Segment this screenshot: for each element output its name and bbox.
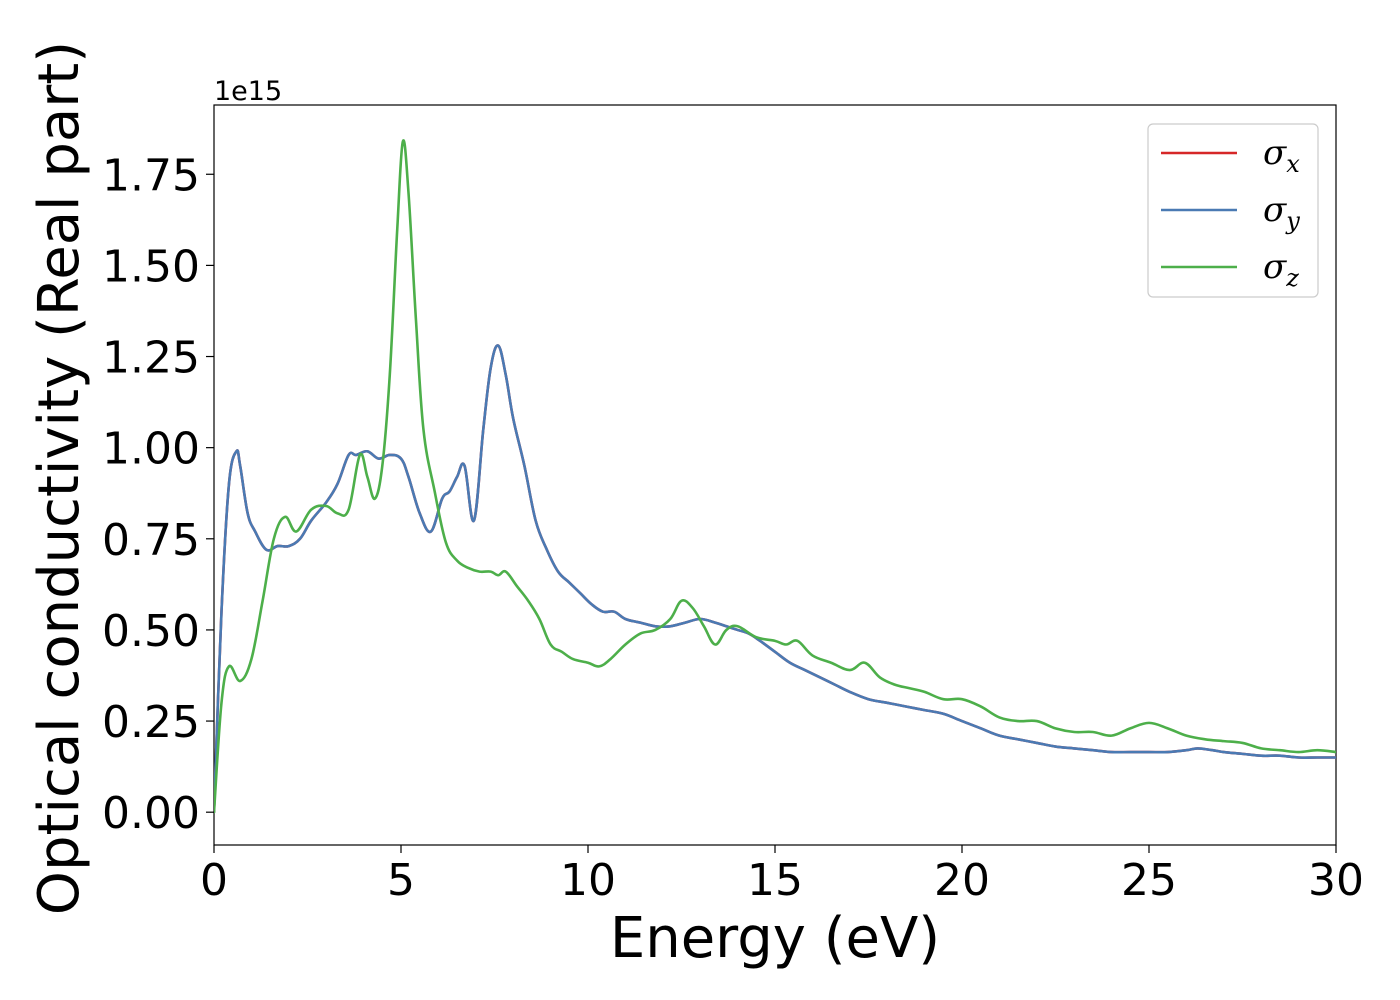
legend-label-symbol: σ [1263,133,1287,173]
legend-label-subscript: y [1285,207,1300,235]
y-axis-label: Optical conductivity (Real part) [27,41,92,915]
y-tick-label: 1.25 [102,333,200,384]
y-axis-ticks: 0.00 0.25 0.50 0.75 1.00 1.25 1.50 1.75 [102,150,214,839]
x-axis-ticks: 0 5 10 15 20 25 30 [200,845,1364,906]
legend-label-symbol: σ [1263,247,1287,287]
y-tick-label: 0.50 [102,606,200,657]
y-tick-label: 0.75 [102,515,200,566]
legend-label-subscript: z [1285,264,1299,292]
legend-label-sigma-y: σy [1263,190,1300,235]
y-tick-label: 0.00 [102,788,200,839]
series-lines [214,139,1336,814]
x-tick-label: 10 [560,855,616,906]
x-tick-label: 30 [1308,855,1364,906]
x-axis-label: Energy (eV) [610,906,940,971]
legend-label-symbol: σ [1263,190,1287,230]
y-tick-label: 0.25 [102,697,200,748]
y-offset-label: 1e15 [214,76,282,107]
x-tick-label: 20 [934,855,990,906]
x-tick-label: 5 [387,855,415,906]
y-tick-label: 1.00 [102,424,200,475]
legend-label-sigma-x: σx [1263,133,1300,178]
x-tick-label: 25 [1121,855,1177,906]
legend-label-sigma-z: σz [1263,247,1299,292]
y-tick-label: 1.75 [102,150,200,201]
series-line-sigma-z [214,139,1336,814]
series-line-sigma-y [214,344,1336,814]
legend-label-subscript: x [1286,150,1300,178]
x-tick-label: 0 [200,855,228,906]
x-tick-label: 15 [747,855,803,906]
y-tick-label: 1.50 [102,241,200,292]
